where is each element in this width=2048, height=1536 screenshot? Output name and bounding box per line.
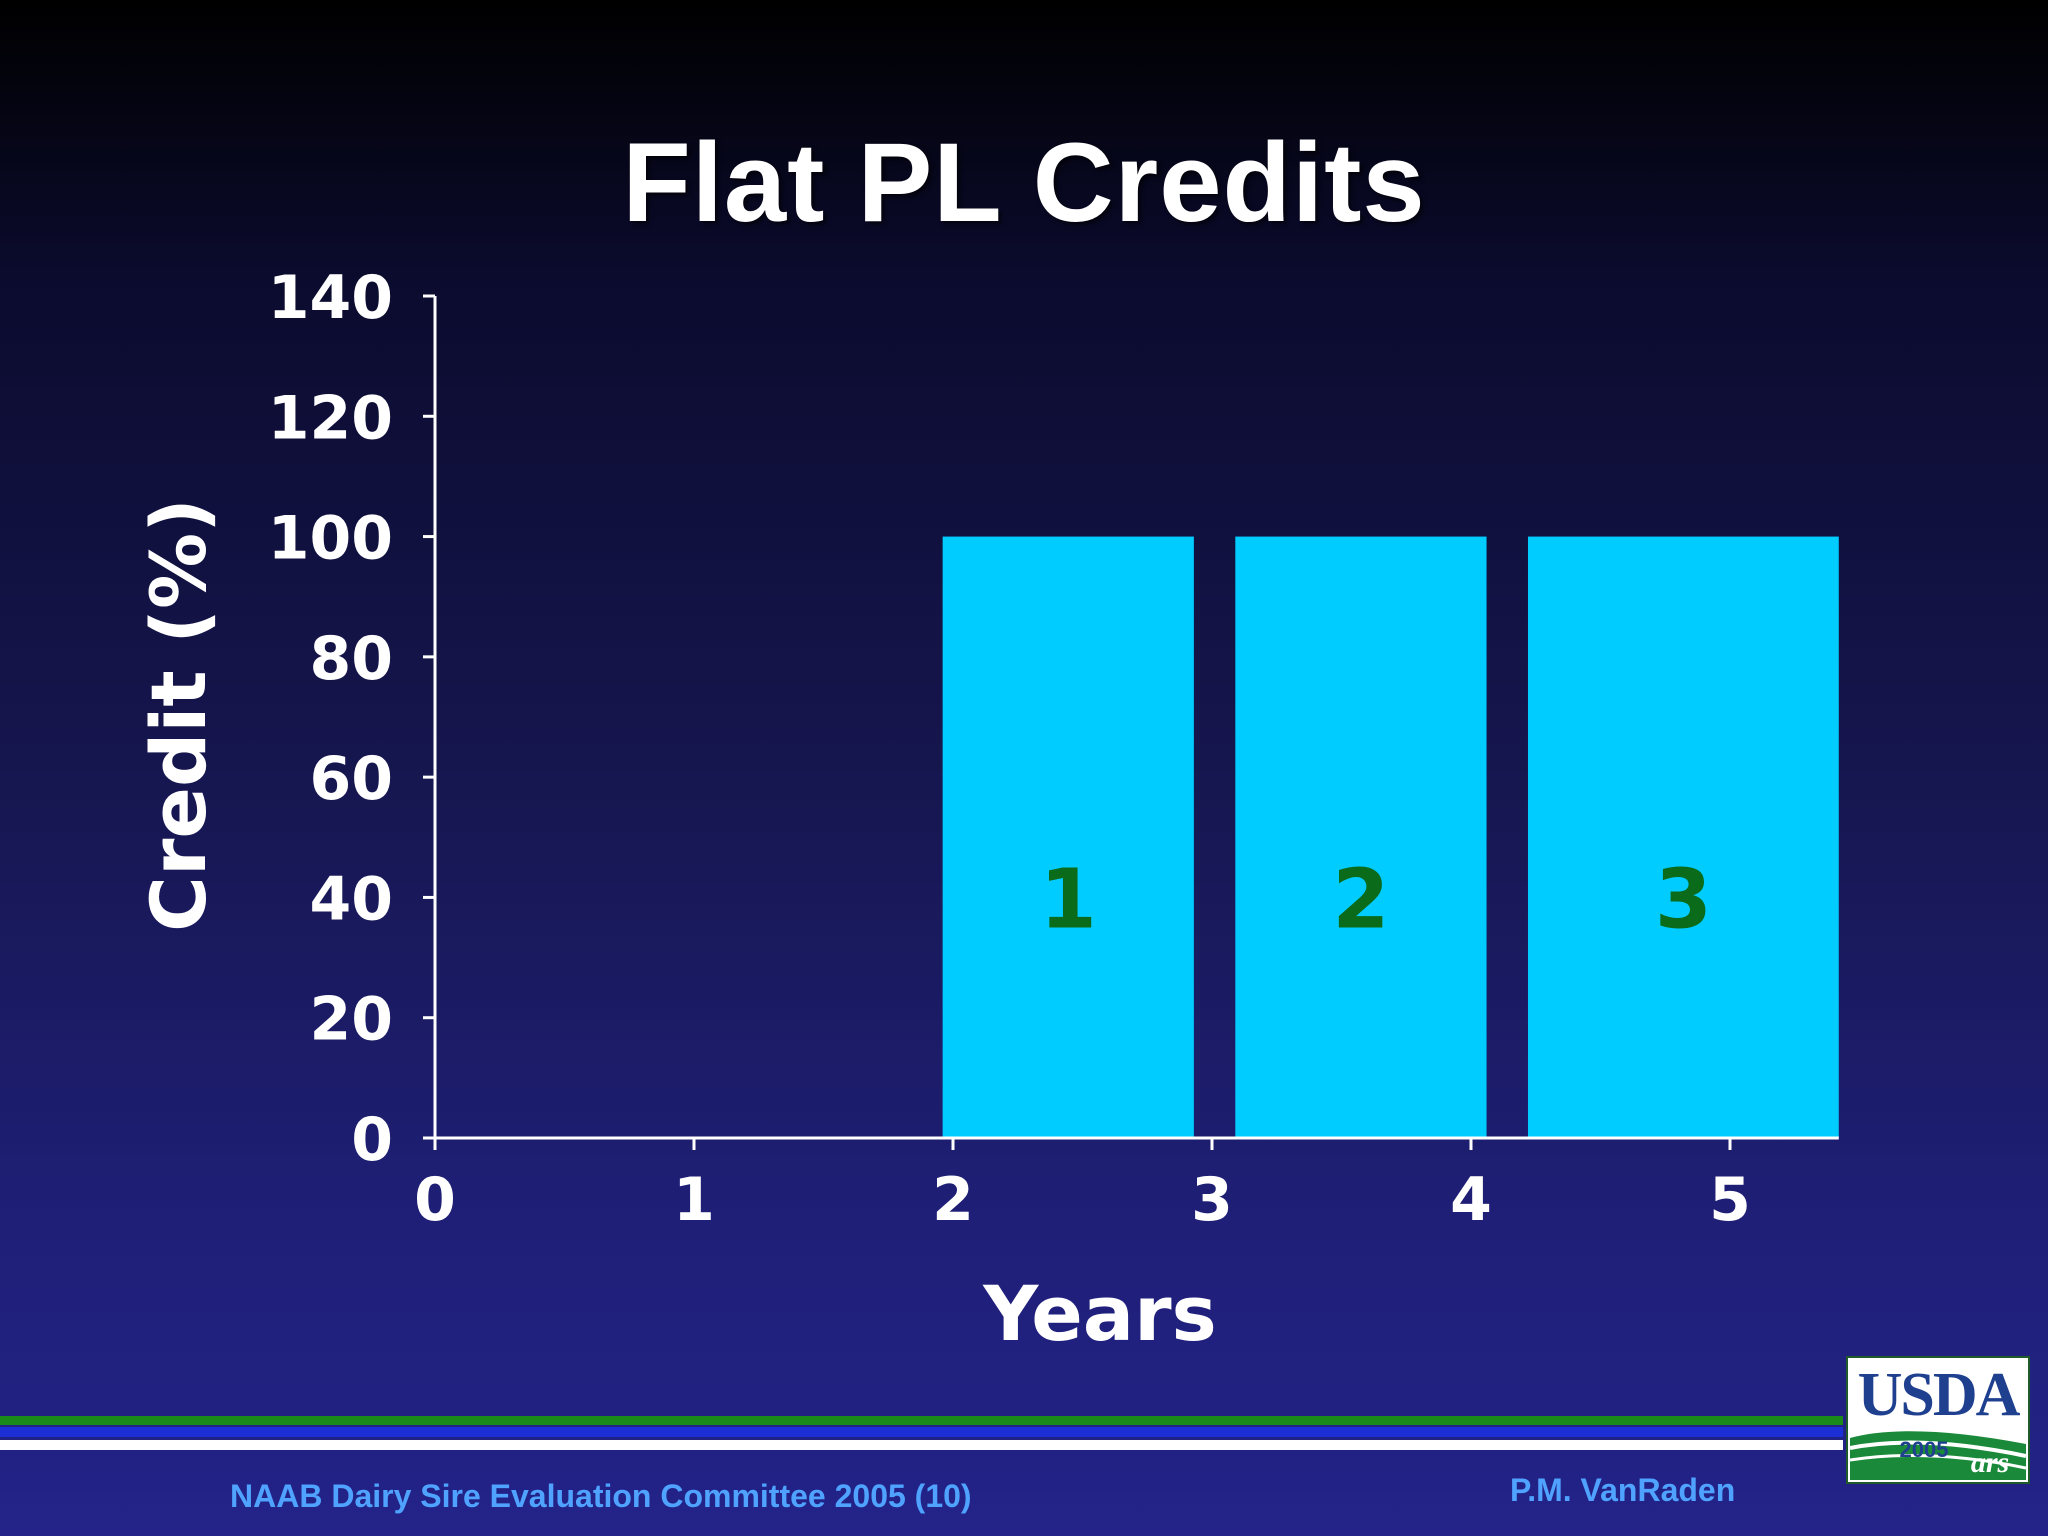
- x-tick-label-0: 0: [414, 1165, 456, 1235]
- bar-chart: 1 2 3 0 20 40 60 80 100 120 140 0 1 2 3 4 5 Years Credit (…: [134, 263, 1839, 1358]
- y-tick-label-80: 80: [310, 624, 394, 694]
- y-axis-label: Credit (%): [134, 498, 223, 932]
- footer-left-text: NAAB Dairy Sire Evaluation Committee 200…: [230, 1478, 972, 1514]
- bar-2: [1235, 536, 1487, 1138]
- y-tick-label-60: 60: [310, 744, 394, 814]
- bar-3: [1527, 536, 1839, 1138]
- svg-text:ars: ars: [1971, 1446, 2009, 1479]
- x-tick-label-1: 1: [673, 1165, 715, 1235]
- axes-layer: [423, 294, 1839, 1150]
- y-tick-label-0: 0: [351, 1105, 393, 1175]
- footer-author: P.M. VanRaden: [1510, 1472, 1736, 1508]
- y-tick-label-40: 40: [310, 864, 394, 934]
- labels-layer: 1 2 3 0 20 40 60 80 100 120 140 0 1 2 3 4 5 Years Credit (…: [134, 263, 1751, 1358]
- y-tick-label-140: 140: [268, 263, 393, 333]
- footer-line-white: [0, 1440, 1843, 1450]
- bar-1: [942, 536, 1194, 1138]
- usda-logo-wordmark: USDA: [1857, 1361, 2021, 1429]
- logo-year: 2005: [1899, 1437, 1949, 1462]
- y-tick-label-20: 20: [310, 985, 394, 1055]
- usda-swoosh-icon: ars: [1850, 1431, 2026, 1480]
- slide-title: Flat PL Credits: [622, 120, 1426, 245]
- footer-line-green: [0, 1416, 1843, 1425]
- usda-logo: USDA ars: [1846, 1356, 2030, 1484]
- y-tick-label-120: 120: [268, 383, 393, 453]
- bar-label-2: 2: [1332, 852, 1389, 947]
- x-tick-label-5: 5: [1709, 1165, 1751, 1235]
- y-tick-label-100: 100: [268, 504, 393, 574]
- x-axis-label: Years: [982, 1269, 1217, 1358]
- footer-line-blue: [0, 1427, 1843, 1437]
- x-tick-label-2: 2: [932, 1165, 974, 1235]
- x-tick-label-3: 3: [1191, 1165, 1233, 1235]
- bars-layer: [942, 536, 1839, 1138]
- x-tick-label-4: 4: [1450, 1165, 1492, 1235]
- bar-label-1: 1: [1040, 852, 1097, 947]
- bar-label-3: 3: [1655, 852, 1712, 947]
